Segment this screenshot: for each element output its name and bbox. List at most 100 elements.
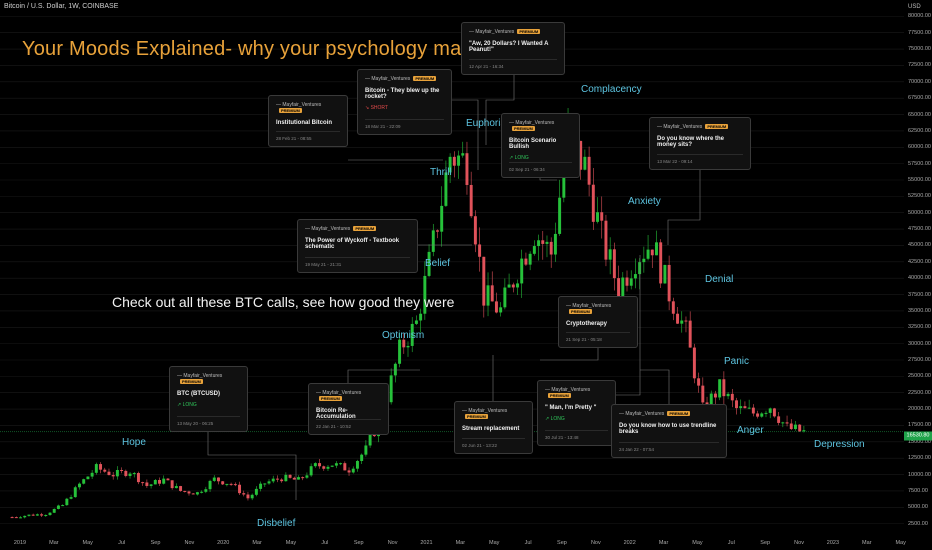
candle-body[interactable] xyxy=(111,475,115,477)
candle-body[interactable] xyxy=(701,385,705,403)
candle-body[interactable] xyxy=(393,363,397,376)
candle-body[interactable] xyxy=(444,172,448,206)
candle-body[interactable] xyxy=(19,517,23,519)
candle-body[interactable] xyxy=(465,153,469,185)
candle-body[interactable] xyxy=(486,285,490,306)
candle-body[interactable] xyxy=(777,416,781,423)
candle-body[interactable] xyxy=(284,474,288,482)
candle-body[interactable] xyxy=(604,220,608,260)
candle-body[interactable] xyxy=(440,205,444,232)
idea-card[interactable]: — Mayfair_Ventures PREMIUM "Aw, 20 Dollar… xyxy=(461,22,565,75)
idea-card[interactable]: — Mayfair_Ventures PREMIUM The Power of W… xyxy=(297,219,418,273)
candle-body[interactable] xyxy=(768,408,772,413)
candle-body[interactable] xyxy=(115,470,119,477)
idea-card[interactable]: — Mayfair_VenturesPREMIUM Bitcoin Scenar… xyxy=(501,113,580,178)
candle-body[interactable] xyxy=(347,470,351,473)
candle-body[interactable] xyxy=(23,515,27,518)
candle-body[interactable] xyxy=(402,339,406,348)
candle-body[interactable] xyxy=(419,313,423,321)
candle-body[interactable] xyxy=(617,278,621,298)
candle-body[interactable] xyxy=(318,463,322,467)
candle-body[interactable] xyxy=(233,484,237,486)
candle-body[interactable] xyxy=(128,473,132,476)
candle-body[interactable] xyxy=(676,313,680,324)
candle-body[interactable] xyxy=(238,484,242,494)
candle-body[interactable] xyxy=(162,478,166,484)
candle-body[interactable] xyxy=(103,469,107,472)
candle-body[interactable] xyxy=(351,468,355,473)
candle-body[interactable] xyxy=(27,514,31,516)
candle-body[interactable] xyxy=(204,489,208,492)
candle-body[interactable] xyxy=(339,463,343,465)
candle-body[interactable] xyxy=(692,347,696,379)
candle-body[interactable] xyxy=(431,230,435,252)
candle-body[interactable] xyxy=(516,283,519,288)
candle-body[interactable] xyxy=(250,494,254,499)
candle-body[interactable] xyxy=(217,477,220,482)
candle-body[interactable] xyxy=(469,184,473,217)
candle-body[interactable] xyxy=(195,492,199,495)
candle-body[interactable] xyxy=(44,515,48,517)
candle-body[interactable] xyxy=(78,483,81,488)
candle-body[interactable] xyxy=(364,445,368,455)
candle-body[interactable] xyxy=(360,454,364,461)
candle-body[interactable] xyxy=(756,413,760,417)
candle-body[interactable] xyxy=(124,470,128,476)
candle-body[interactable] xyxy=(726,393,730,397)
candle-body[interactable] xyxy=(414,320,418,324)
candle-body[interactable] xyxy=(263,483,267,485)
idea-card[interactable]: — Mayfair_VenturesPREMIUM Cryptotherapy … xyxy=(558,296,638,348)
candle-body[interactable] xyxy=(735,400,738,409)
candle-body[interactable] xyxy=(436,230,439,232)
candle-body[interactable] xyxy=(802,430,806,432)
candle-body[interactable] xyxy=(52,508,56,513)
candle-body[interactable] xyxy=(389,375,393,403)
candle-body[interactable] xyxy=(684,320,688,322)
candle-body[interactable] xyxy=(141,482,145,484)
candle-body[interactable] xyxy=(587,156,591,185)
candle-body[interactable] xyxy=(562,167,566,198)
candle-body[interactable] xyxy=(596,212,599,222)
candle-body[interactable] xyxy=(448,156,452,173)
candle-body[interactable] xyxy=(90,472,94,477)
idea-card[interactable]: — Mayfair_VenturesPREMIUM Bitcoin Re-Acc… xyxy=(308,383,389,435)
candle-body[interactable] xyxy=(608,249,612,260)
candle-body[interactable] xyxy=(183,490,187,492)
candle-body[interactable] xyxy=(764,412,768,414)
candle-body[interactable] xyxy=(739,406,743,409)
candle-body[interactable] xyxy=(309,466,313,476)
candle-body[interactable] xyxy=(158,480,161,484)
candle-body[interactable] xyxy=(629,278,633,286)
candle-body[interactable] xyxy=(179,486,183,491)
candle-body[interactable] xyxy=(398,339,402,364)
candle-body[interactable] xyxy=(191,493,195,495)
candle-body[interactable] xyxy=(545,241,549,244)
candle-body[interactable] xyxy=(149,484,153,486)
candle-body[interactable] xyxy=(313,463,317,467)
candle-body[interactable] xyxy=(174,486,178,489)
candle-body[interactable] xyxy=(642,258,646,263)
candle-body[interactable] xyxy=(524,258,528,265)
candle-body[interactable] xyxy=(511,284,515,288)
candle-body[interactable] xyxy=(40,514,44,516)
candle-body[interactable] xyxy=(221,481,225,485)
candle-body[interactable] xyxy=(254,488,258,495)
candle-body[interactable] xyxy=(132,473,136,475)
candle-body[interactable] xyxy=(709,393,713,410)
candle-body[interactable] xyxy=(229,483,233,485)
candle-body[interactable] xyxy=(650,249,654,256)
candle-body[interactable] xyxy=(275,478,279,480)
candle-body[interactable] xyxy=(671,301,675,314)
candle-body[interactable] xyxy=(743,406,747,409)
candle-body[interactable] xyxy=(537,240,541,247)
candle-body[interactable] xyxy=(558,197,562,234)
candle-body[interactable] xyxy=(271,478,275,482)
candle-body[interactable] xyxy=(798,424,802,432)
candle-body[interactable] xyxy=(292,477,296,480)
candle-body[interactable] xyxy=(722,379,726,397)
candle-body[interactable] xyxy=(305,475,309,478)
candle-body[interactable] xyxy=(482,256,486,306)
candle-body[interactable] xyxy=(452,156,456,166)
candle-body[interactable] xyxy=(423,275,427,314)
